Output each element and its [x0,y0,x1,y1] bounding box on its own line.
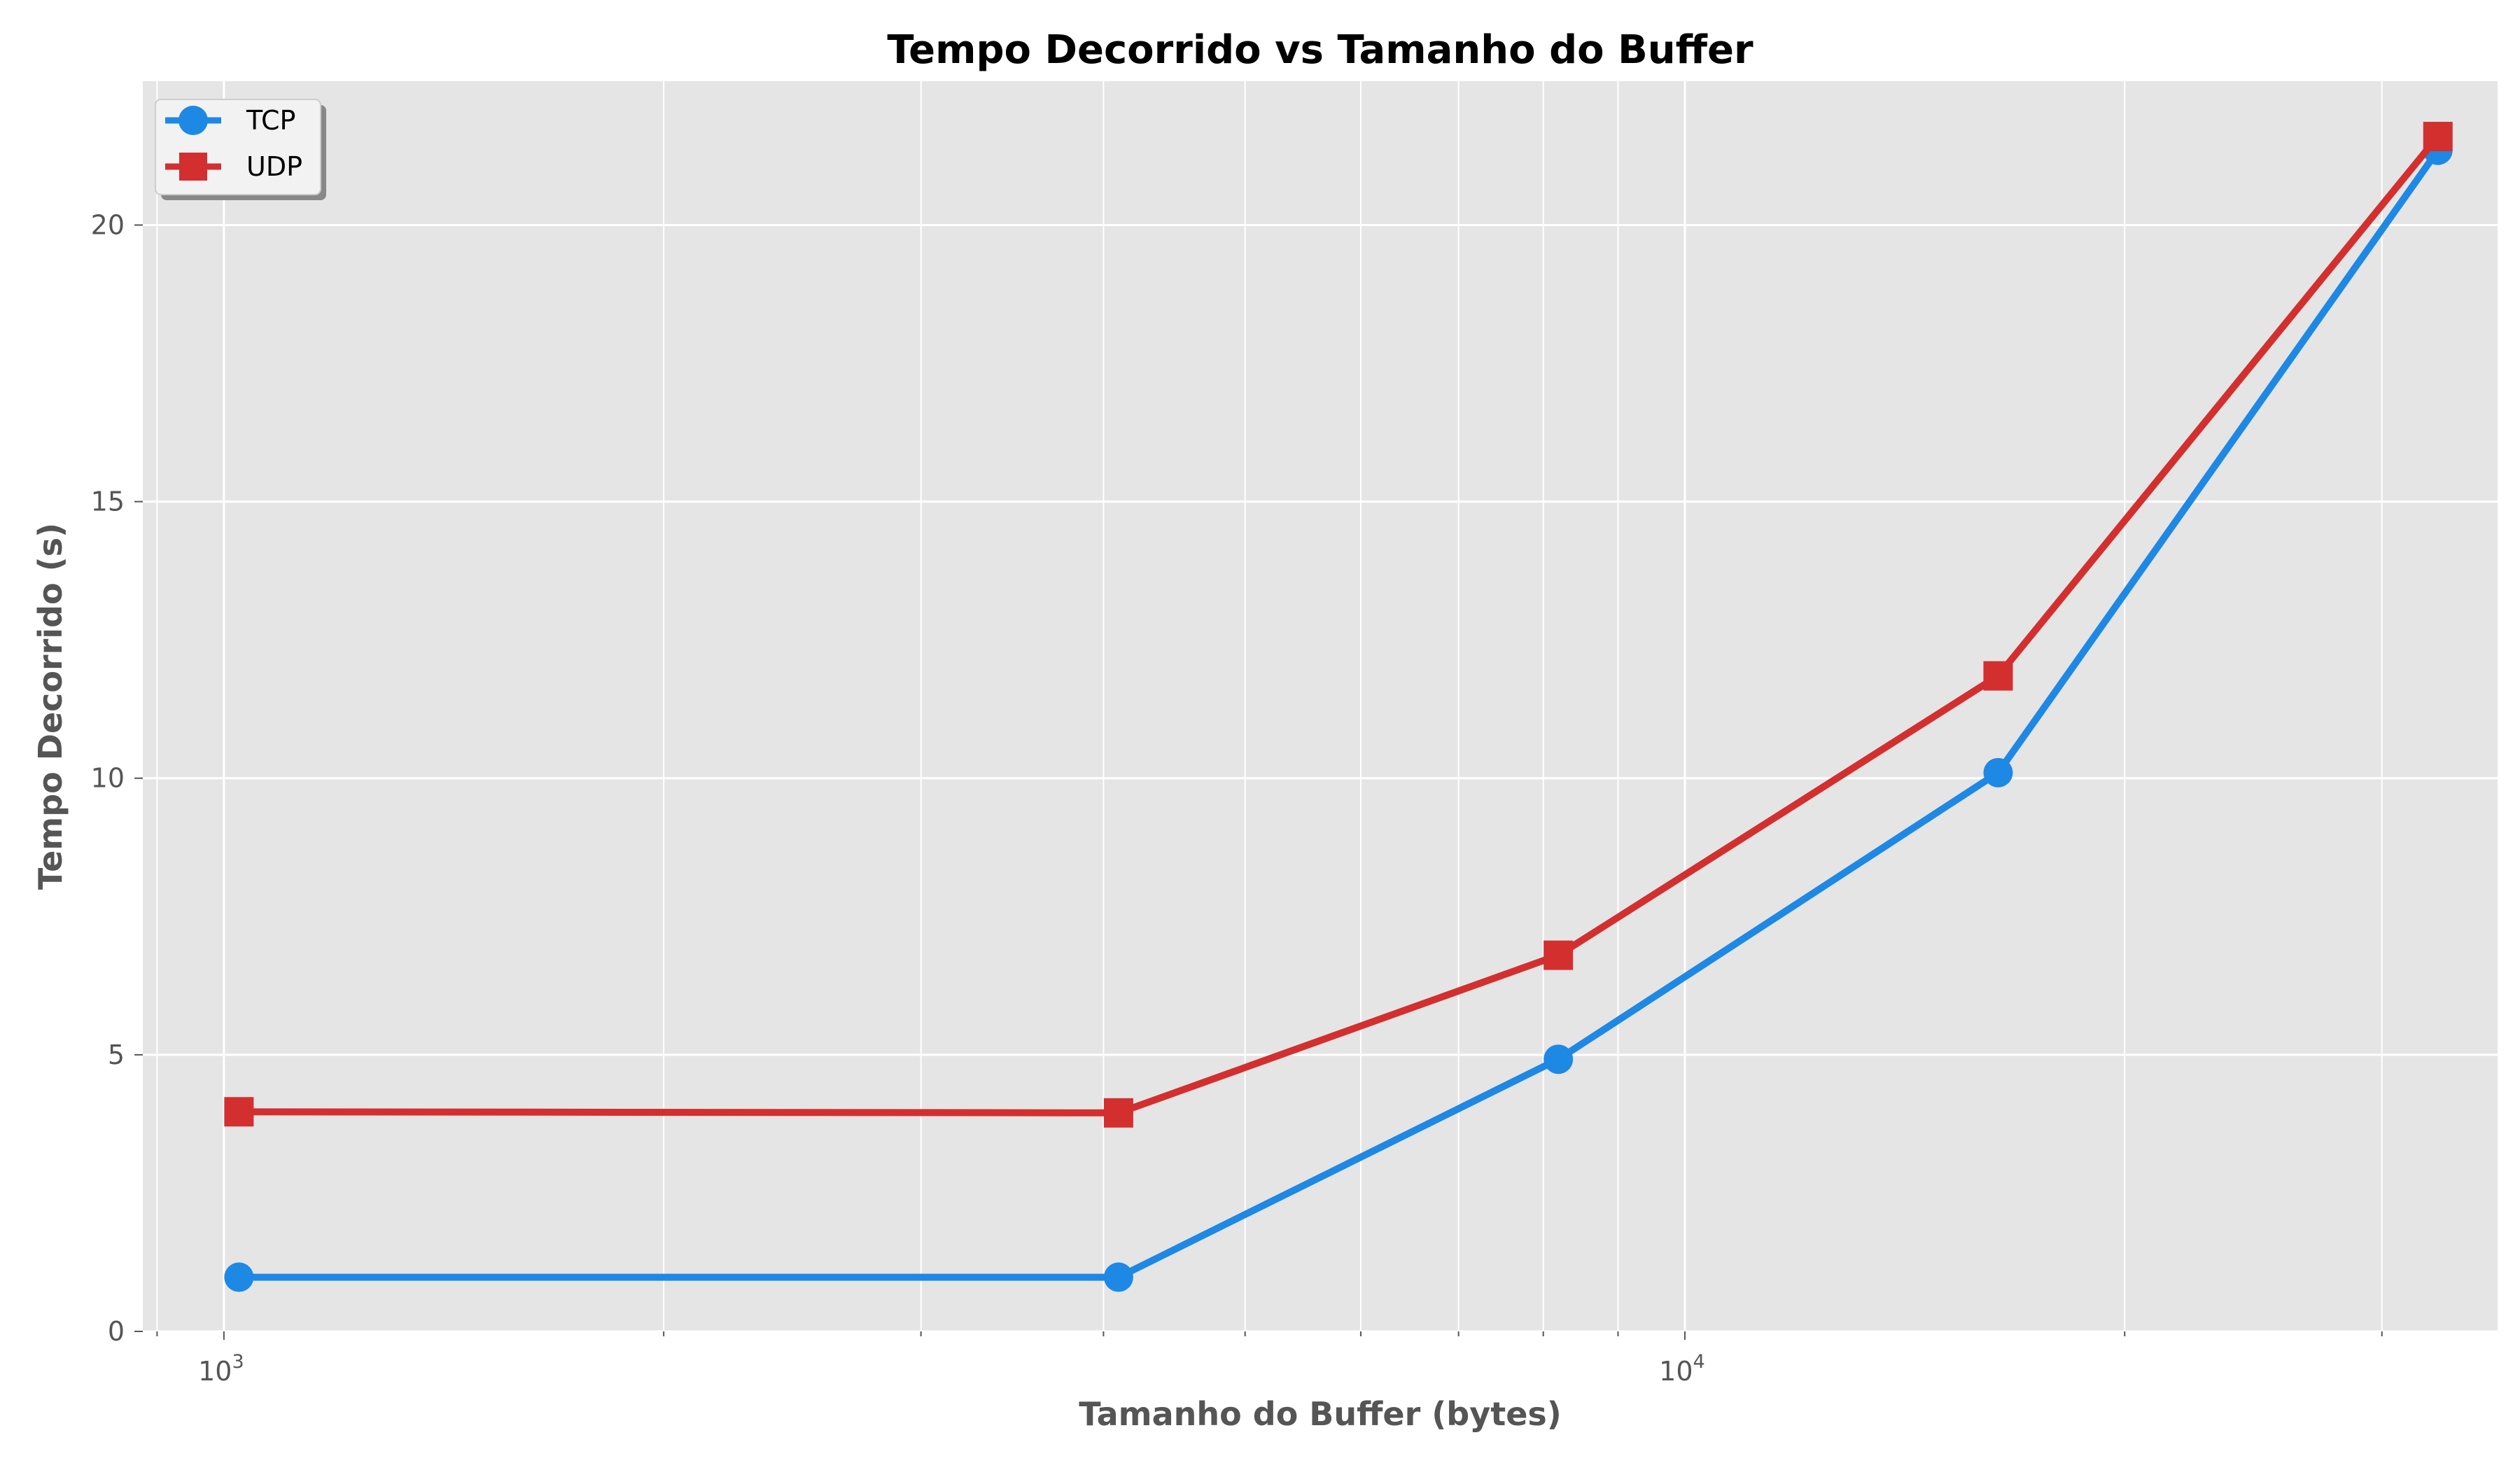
y-tick-label: 10 [91,763,125,794]
plot-area [143,81,2498,1331]
data-point-udp [1544,940,1574,970]
data-point-udp [2423,122,2453,152]
axis-ticks: 0 5 10 15 20 103 104 [91,209,2383,1387]
legend-label-tcp: TCP [246,105,295,136]
data-point-tcp [1544,1044,1574,1074]
legend: TCP UDP [155,99,326,200]
grid-lines [143,81,2498,1333]
legend-marker-tcp [178,106,208,135]
y-tick-label: 5 [108,1040,125,1070]
data-point-udp [224,1097,254,1127]
series-layer [224,122,2453,1292]
data-point-udp [1103,1098,1133,1128]
legend-marker-udp [179,153,207,181]
legend-label-udp: UDP [246,151,302,182]
y-axis-label: Tempo Decorrido (s) [31,523,69,890]
data-point-tcp [1103,1262,1133,1292]
chart-title: Tempo Decorrido vs Tamanho do Buffer [887,27,1754,73]
y-tick-label: 15 [91,486,125,517]
y-tick-label: 20 [91,209,125,240]
x-tick-label: 104 [1659,1351,1705,1387]
data-point-tcp [224,1262,254,1292]
x-axis-label: Tamanho do Buffer (bytes) [1079,1395,1562,1433]
data-point-tcp [1983,757,2013,788]
y-tick-label: 0 [108,1316,125,1347]
x-tick-label: 103 [198,1351,244,1387]
data-point-udp [1983,661,2013,691]
